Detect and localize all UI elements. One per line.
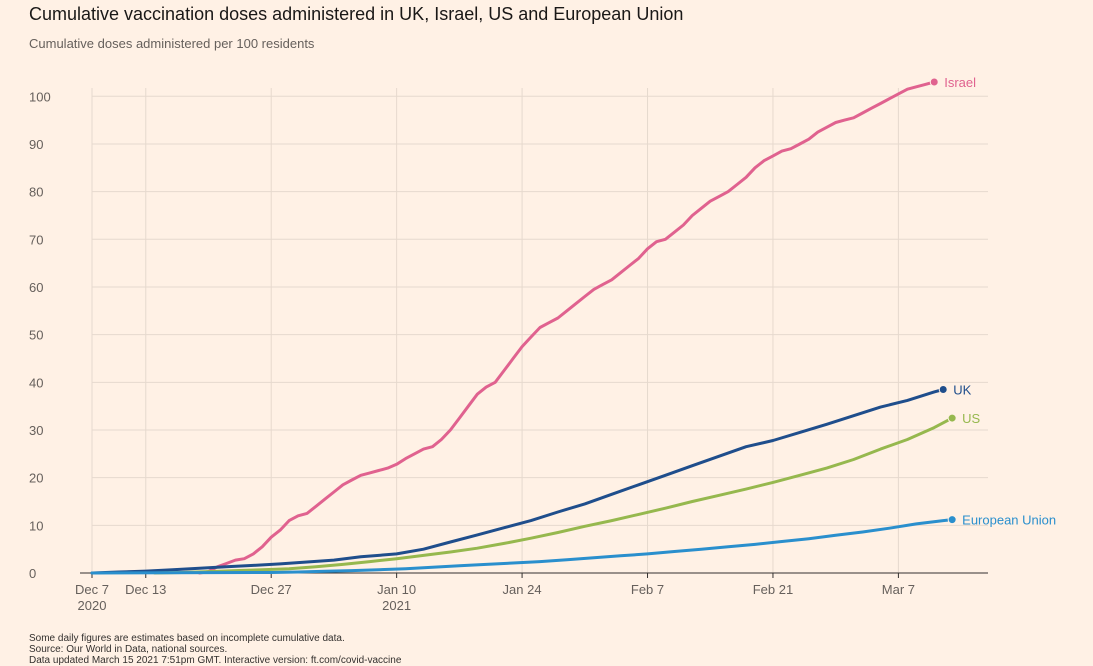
footnote-source: Source: Our World in Data, national sour… <box>29 644 228 655</box>
y-tick-label: 40 <box>29 375 43 390</box>
series-label-uk: UK <box>953 382 971 397</box>
y-tick-label: 80 <box>29 185 43 200</box>
series-label-european-union: European Union <box>962 513 1056 528</box>
series-layer <box>90 77 957 575</box>
y-tick-label: 100 <box>29 89 51 104</box>
x-tick-label: Dec 27 <box>251 582 292 597</box>
y-tick-label: 0 <box>29 566 36 581</box>
series-end-dot-european-union <box>947 515 957 525</box>
series-line-israel <box>198 80 936 575</box>
series-line-us <box>153 416 954 575</box>
series-label-israel: Israel <box>944 75 976 90</box>
series-line-european-union <box>90 518 954 575</box>
label-layer: Israel UK US European Union <box>944 75 1056 528</box>
x-tick-label: Jan 10 <box>377 582 416 597</box>
series-end-dot-israel <box>929 77 939 87</box>
y-tick-label: 20 <box>29 471 43 486</box>
y-tick-label: 10 <box>29 518 43 533</box>
series-end-dot-us <box>947 413 957 423</box>
x-tick-label: Mar 7 <box>882 582 915 597</box>
x-tick-sublabel: 2020 <box>78 598 107 613</box>
y-tick-label: 60 <box>29 280 43 295</box>
y-tick-label: 70 <box>29 232 43 247</box>
x-tick-label: Dec 13 <box>125 582 166 597</box>
series-line-uk <box>90 388 945 575</box>
footnote-estimates: Some daily figures are estimates based o… <box>29 633 345 644</box>
x-tick-label: Feb 21 <box>753 582 793 597</box>
x-tick-label: Dec 7 <box>75 582 109 597</box>
x-tick-label: Feb 7 <box>631 582 664 597</box>
footnote-updated: Data updated March 15 2021 7:51pm GMT. I… <box>29 655 402 666</box>
y-tick-label: 50 <box>29 328 43 343</box>
x-tick-sublabel: 2021 <box>382 598 411 613</box>
y-tick-label: 90 <box>29 137 43 152</box>
series-label-us: US <box>962 411 980 426</box>
y-tick-label: 30 <box>29 423 43 438</box>
chart-title: Cumulative vaccination doses administere… <box>29 4 684 24</box>
chart-subtitle: Cumulative doses administered per 100 re… <box>29 36 315 51</box>
series-end-dot-uk <box>938 384 948 394</box>
footnotes: Some daily figures are estimates based o… <box>29 633 401 666</box>
x-tick-label: Jan 24 <box>503 582 542 597</box>
